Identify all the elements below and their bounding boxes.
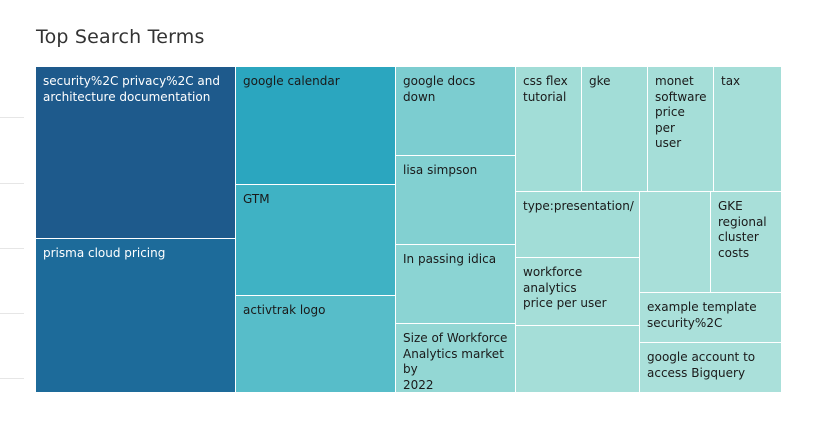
tile-label: prisma cloud pricing bbox=[43, 246, 166, 260]
gridline bbox=[0, 378, 24, 379]
tile-label: google calendar bbox=[243, 74, 340, 88]
tile-label: tax bbox=[721, 74, 741, 88]
gridline bbox=[0, 117, 24, 118]
tile-label: Size of Workforce Analytics market by 20… bbox=[403, 331, 508, 392]
treemap-tile[interactable]: google docs down bbox=[396, 67, 516, 156]
treemap-tile[interactable]: Size of Workforce Analytics market by 20… bbox=[396, 324, 516, 393]
tile-label: type:presentation/ bbox=[523, 199, 634, 213]
treemap-tile[interactable]: In passing idica bbox=[396, 245, 516, 324]
tile-label: security%2C privacy%2C and architecture … bbox=[43, 74, 220, 104]
tile-label: example template security%2C bbox=[647, 300, 757, 330]
tile-label: lisa simpson bbox=[403, 163, 478, 177]
treemap-tile[interactable]: prisma cloud pricing bbox=[36, 239, 236, 393]
treemap-tile[interactable]: monet software price per user bbox=[648, 67, 714, 192]
treemap-tile[interactable]: lisa simpson bbox=[396, 156, 516, 245]
tile-label: css flex tutorial bbox=[523, 74, 568, 104]
tile-label: In passing idica bbox=[403, 252, 497, 266]
tile-label: workforce analytics price per user bbox=[523, 265, 607, 310]
treemap-tile[interactable]: GTM bbox=[236, 185, 396, 296]
treemap-tile[interactable]: google calendar bbox=[236, 67, 396, 185]
tile-label: GTM bbox=[243, 192, 270, 206]
gridline bbox=[0, 248, 24, 249]
treemap-tile[interactable]: gke bbox=[582, 67, 648, 192]
tile-label: google docs down bbox=[403, 74, 476, 104]
treemap-tile[interactable]: google account to access Bigquery bbox=[640, 343, 782, 393]
treemap: security%2C privacy%2C and architecture … bbox=[36, 67, 782, 393]
gridline bbox=[0, 183, 24, 184]
treemap-tile[interactable]: example template security%2C bbox=[640, 293, 782, 343]
treemap-tile[interactable]: security%2C privacy%2C and architecture … bbox=[36, 67, 236, 239]
treemap-tile[interactable]: tax bbox=[714, 67, 782, 192]
gridline bbox=[0, 313, 24, 314]
treemap-tile[interactable]: activtrak logo bbox=[236, 296, 396, 393]
treemap-tile[interactable]: workforce analytics price per user bbox=[516, 258, 640, 326]
treemap-tile[interactable] bbox=[640, 192, 711, 293]
treemap-tile[interactable]: GKE regional cluster costs bbox=[711, 192, 782, 293]
treemap-tile[interactable] bbox=[516, 326, 640, 393]
tile-label: GKE regional cluster costs bbox=[718, 199, 767, 260]
tile-label: activtrak logo bbox=[243, 303, 326, 317]
tile-label: gke bbox=[589, 74, 611, 88]
chart-title: Top Search Terms bbox=[36, 26, 205, 48]
treemap-tile[interactable]: type:presentation/ bbox=[516, 192, 640, 258]
tile-label: monet software price per user bbox=[655, 74, 707, 150]
tile-label: google account to access Bigquery bbox=[647, 350, 756, 380]
treemap-tile[interactable]: css flex tutorial bbox=[516, 67, 582, 192]
